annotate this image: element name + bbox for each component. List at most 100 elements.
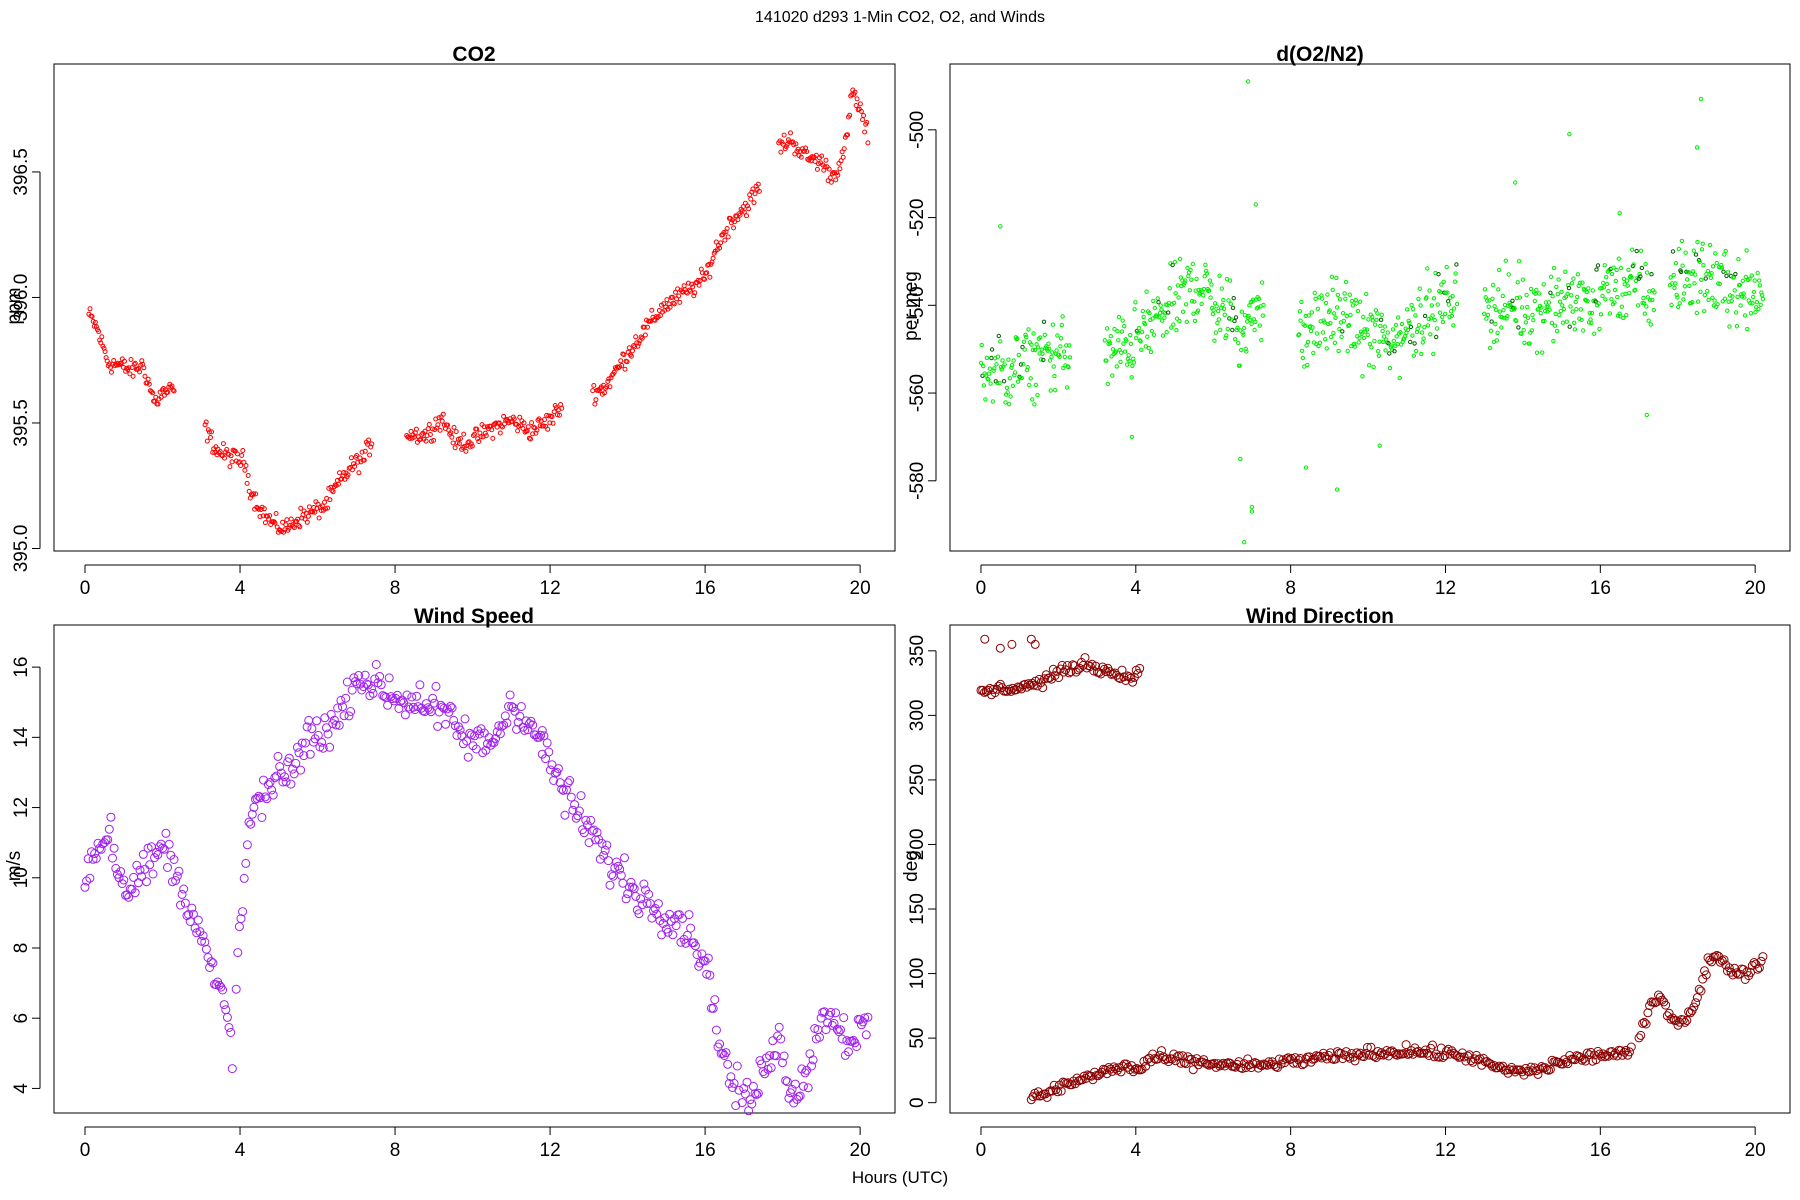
o2n2-point xyxy=(1564,319,1570,324)
co2-point xyxy=(826,166,832,172)
wind-speed-point xyxy=(565,776,575,785)
co2-point xyxy=(861,113,867,118)
wind-direction-point xyxy=(1375,1050,1385,1060)
wind-speed-point xyxy=(663,927,673,937)
o2n2-point xyxy=(1561,306,1567,312)
o2n2-point xyxy=(1299,348,1305,353)
o2n2-point xyxy=(1023,332,1028,337)
wind-speed-point xyxy=(334,720,344,730)
wind-direction-point xyxy=(1032,1091,1042,1101)
co2-point xyxy=(352,463,358,469)
wind-direction-point xyxy=(995,643,1005,653)
co2-y-tick-label: 396.0 xyxy=(11,274,32,322)
co2-point xyxy=(854,96,860,102)
wind-speed-point xyxy=(711,1025,721,1035)
wind-speed-point xyxy=(586,815,596,825)
co2-y-tick-label: 395.0 xyxy=(11,525,32,573)
wind-direction-point xyxy=(1237,1064,1247,1073)
o2n2-point xyxy=(1007,376,1013,381)
wind-speed-point xyxy=(379,692,389,701)
wind-speed-point xyxy=(267,785,277,795)
o2n2-point xyxy=(1237,363,1242,368)
o2n2-point xyxy=(1528,286,1534,292)
wind-direction-point xyxy=(1577,1055,1587,1065)
wind-speed-point xyxy=(135,865,145,875)
wind-speed-point xyxy=(621,894,631,904)
o2n2-point xyxy=(1405,307,1410,312)
wind-direction-point xyxy=(1073,665,1083,675)
co2-point xyxy=(295,516,301,522)
o2n2-x-tick-label: 8 xyxy=(1285,578,1296,599)
o2n2-point xyxy=(1625,283,1630,288)
wind-direction-point xyxy=(1099,664,1109,674)
co2-point xyxy=(812,159,818,164)
o2n2-point xyxy=(1637,271,1642,277)
o2n2-point xyxy=(1621,276,1627,282)
wind-speed-point xyxy=(792,1094,802,1104)
wind-speed-point xyxy=(211,980,221,990)
o2n2-point xyxy=(1145,334,1150,339)
o2n2-point xyxy=(1484,316,1489,321)
o2n2-y-tick-label: -500 xyxy=(907,111,928,149)
o2n2-point xyxy=(1380,328,1385,334)
o2n2-point xyxy=(1754,300,1760,305)
o2n2-point xyxy=(1682,284,1688,289)
wind-direction-point xyxy=(1625,1047,1634,1057)
wind-speed-panel: Wind Speed m/s 0 4 8 12 16 20 4 6 8 10 12 14 16 xyxy=(4,605,896,1161)
wind-direction-point xyxy=(1345,1053,1355,1063)
o2n2-point xyxy=(1644,304,1649,309)
co2-point xyxy=(537,423,543,429)
co2-point xyxy=(306,504,312,510)
wind-direction-point xyxy=(1007,639,1017,649)
wind-speed-points xyxy=(80,660,873,1116)
co2-point xyxy=(706,262,712,267)
co2-x-tick-label: 12 xyxy=(540,578,561,599)
o2n2-point xyxy=(1367,363,1372,368)
o2n2-point xyxy=(1148,349,1154,355)
o2n2-point xyxy=(1719,262,1724,268)
co2-point xyxy=(439,418,445,424)
o2n2-point xyxy=(1029,342,1034,347)
co2-point xyxy=(737,212,743,218)
wind-speed-y-tick-label: 4 xyxy=(11,1083,32,1094)
o2n2-point xyxy=(1109,354,1114,359)
co2-point xyxy=(368,444,374,450)
wind-speed-point xyxy=(263,780,273,789)
o2n2-point xyxy=(1733,310,1739,315)
wind-speed-point xyxy=(800,1068,810,1078)
o2n2-point xyxy=(1712,298,1717,303)
wind-speed-point xyxy=(566,792,576,802)
co2-point xyxy=(624,359,630,365)
wind-speed-point xyxy=(861,1030,871,1040)
o2n2-point xyxy=(1189,299,1195,304)
o2n2-point xyxy=(1183,302,1189,307)
wind-speed-point xyxy=(608,871,618,881)
co2-point xyxy=(345,472,351,478)
wind-speed-point xyxy=(108,853,117,863)
co2-points xyxy=(86,87,871,535)
co2-point xyxy=(209,429,215,435)
o2n2-point xyxy=(1040,351,1045,356)
o2n2-point xyxy=(1539,305,1544,310)
wind-speed-point xyxy=(465,728,475,738)
o2n2-point xyxy=(1128,341,1134,346)
wind-speed-plot-frame xyxy=(53,624,896,1114)
wind-speed-point xyxy=(172,871,182,881)
co2-point xyxy=(530,431,536,437)
o2n2-point xyxy=(1035,345,1041,350)
o2n2-point xyxy=(1419,330,1425,335)
o2n2-point xyxy=(1219,286,1225,291)
co2-point xyxy=(545,426,551,432)
o2n2-point xyxy=(1232,318,1237,324)
wind-speed-point xyxy=(268,790,278,800)
o2n2-point xyxy=(1257,323,1263,328)
o2n2-point xyxy=(1000,358,1005,363)
o2n2-point xyxy=(1506,272,1511,277)
o2n2-point xyxy=(1705,288,1710,294)
wind-speed-point xyxy=(855,1015,865,1025)
co2-panel-title: CO2 xyxy=(452,43,495,66)
wind-speed-point xyxy=(819,1007,829,1017)
o2n2-point xyxy=(1340,329,1345,334)
co2-point xyxy=(298,505,304,511)
wind-speed-point xyxy=(119,875,129,885)
